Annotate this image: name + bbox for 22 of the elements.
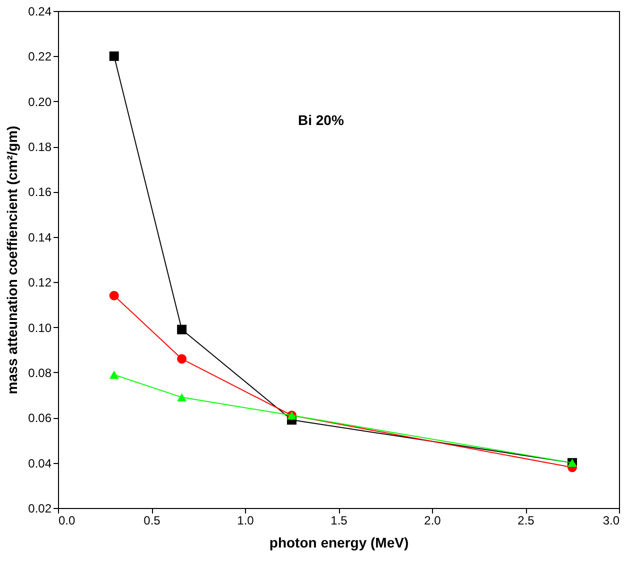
y-tick-label: 0.14 bbox=[28, 230, 52, 244]
x-tick-label: 2.0 bbox=[424, 514, 442, 528]
x-tick-label: 0.5 bbox=[144, 514, 161, 528]
x-tick-label: 0.0 bbox=[58, 514, 76, 528]
y-tick-label: 0.06 bbox=[28, 411, 52, 426]
y-tick-label: 0.02 bbox=[28, 502, 52, 516]
y-tick-label: 0.16 bbox=[28, 185, 52, 200]
annotation: Bi 20% bbox=[298, 112, 344, 128]
y-tick-label: 0.24 bbox=[28, 4, 52, 18]
x-axis-title: photon energy (MeV) bbox=[269, 534, 409, 550]
y-tick-label: 0.04 bbox=[28, 456, 52, 470]
x-tick-label: 2.5 bbox=[518, 514, 535, 528]
y-tick-label: 0.10 bbox=[28, 320, 52, 335]
y-tick-label: 0.18 bbox=[28, 140, 52, 154]
y-tick-label: 0.22 bbox=[28, 50, 52, 64]
x-tick-label: 1.0 bbox=[237, 514, 254, 528]
x-tick-label: 1.5 bbox=[330, 514, 348, 528]
y-tick-label: 0.20 bbox=[28, 94, 52, 109]
x-tick-label: 3.0 bbox=[602, 514, 620, 528]
y-axis-title: mass atteunation coeffiencient (cm²/gm) bbox=[4, 126, 20, 394]
y-tick-label: 0.08 bbox=[28, 366, 52, 380]
y-tick-label: 0.12 bbox=[28, 276, 52, 290]
